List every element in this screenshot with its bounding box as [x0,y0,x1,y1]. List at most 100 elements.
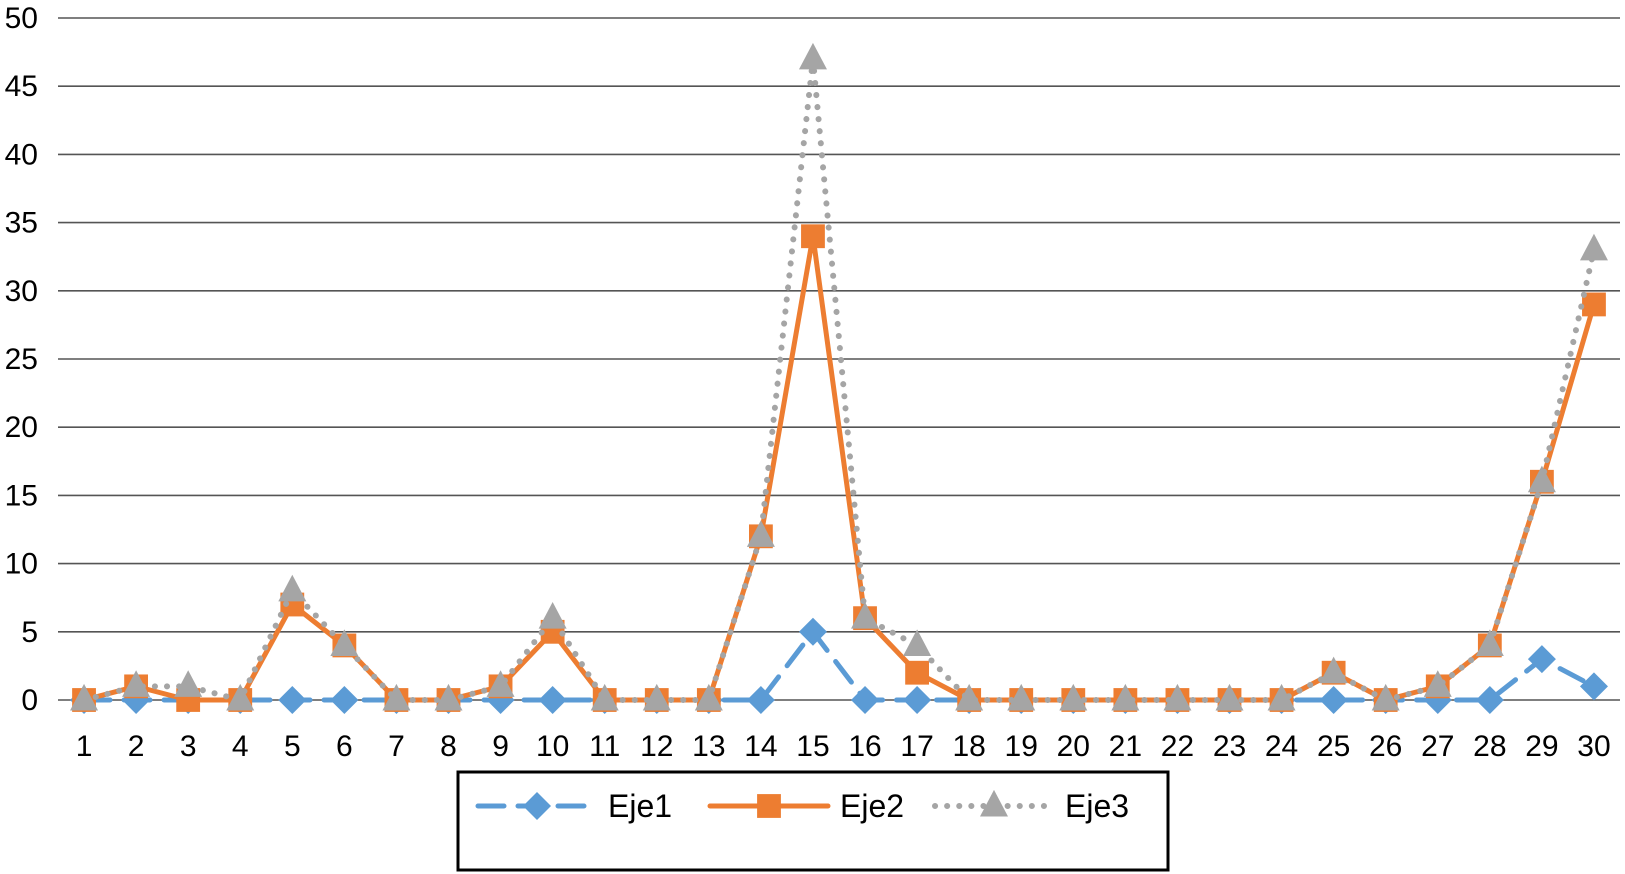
x-tick-label: 26 [1369,730,1402,763]
y-tick-label: 5 [21,616,38,649]
x-tick-label: 18 [952,730,985,763]
data-point [1215,683,1244,711]
legend-swatch-marker [980,789,1008,817]
data-point [174,670,203,697]
y-axis-ticks: 0 5 10 15 20 25 30 35 40 45 50 [5,2,38,717]
x-tick-label: 21 [1109,730,1142,763]
y-tick-label: 45 [5,70,38,103]
data-point [798,42,827,70]
x-tick-label: 15 [796,730,829,763]
x-tick-label: 5 [284,730,301,763]
x-tick-label: 17 [900,730,933,763]
legend-item-eje1: Eje1 [475,788,672,824]
x-tick-label: 24 [1265,730,1298,763]
x-tick-label: 29 [1525,730,1558,763]
data-point [1319,656,1348,684]
x-tick-label: 2 [128,730,145,763]
x-axis-ticks: 1 2 3 4 5 6 7 8 9 10 11 12 13 14 15 16 17 18 19 20 21 22 23 24 2… [76,730,1611,763]
data-point [486,670,515,697]
data-point [1527,645,1556,674]
x-tick-label: 16 [848,730,881,763]
data-point [226,683,255,711]
x-tick-label: 22 [1161,730,1194,763]
legend-label: Eje1 [608,788,672,824]
data-point [1579,233,1608,261]
x-tick-label: 28 [1473,730,1506,763]
data-point [70,683,99,711]
legend-item-eje3: Eje3 [932,788,1129,824]
x-tick-label: 25 [1317,730,1350,763]
data-point [1475,629,1504,656]
legend-label: Eje3 [1065,788,1129,824]
data-point [330,629,359,656]
data-point [642,683,671,711]
y-tick-label: 0 [21,684,38,717]
data-point [278,574,307,602]
data-point [1319,686,1348,714]
y-tick-label: 20 [5,411,38,444]
x-tick-label: 8 [440,730,457,763]
data-point [382,683,411,711]
x-tick-label: 11 [589,730,620,763]
x-tick-label: 27 [1421,730,1454,763]
data-point [434,683,463,711]
x-tick-label: 30 [1577,730,1610,763]
data-point [801,224,825,249]
legend: Eje1 Eje2 Eje3 [456,770,1170,872]
data-point [1371,683,1400,711]
y-tick-label: 10 [5,548,38,581]
x-tick-label: 13 [692,730,725,763]
x-tick-label: 10 [536,730,569,763]
data-point [590,683,619,711]
data-point [903,686,932,714]
data-point [1267,683,1296,711]
legend-label: Eje2 [840,788,904,824]
data-point [122,670,151,697]
y-tick-label: 25 [5,343,38,376]
data-point [955,683,984,711]
x-tick-label: 9 [492,730,509,763]
data-point [905,660,929,685]
data-point [1582,292,1606,317]
x-tick-label: 4 [232,730,249,763]
data-point [1579,672,1608,701]
data-point [1423,670,1452,697]
data-point [538,602,567,629]
legend-swatch-marker [757,794,781,818]
y-tick-label: 40 [5,138,38,171]
data-point [278,686,307,714]
data-point [1059,683,1088,711]
series-group [70,42,1608,714]
legend-box [456,770,1170,872]
x-tick-label: 19 [1005,730,1038,763]
legend-items: Eje1 Eje2 Eje3 [475,788,1129,824]
x-tick-label: 23 [1213,730,1246,763]
data-point [1475,686,1504,714]
data-point [1527,465,1556,493]
data-point [330,686,359,714]
data-point [746,520,775,547]
series-line [81,233,1597,703]
y-tick-label: 35 [5,207,38,240]
data-point [538,686,567,714]
x-tick-label: 14 [744,730,777,763]
data-point [1163,683,1192,711]
series-eje2 [72,224,1606,712]
y-tick-label: 30 [5,275,38,308]
series-eje3 [70,42,1608,711]
x-tick-label: 12 [640,730,673,763]
data-point [694,683,723,711]
data-point [746,686,775,714]
data-point [851,686,880,714]
data-point [1111,683,1140,711]
data-point [1007,683,1036,711]
x-tick-label: 1 [76,730,93,763]
legend-item-eje2: Eje2 [707,788,904,824]
y-tick-label: 15 [5,479,38,512]
x-tick-label: 20 [1057,730,1090,763]
data-point [851,602,880,629]
x-tick-label: 3 [180,730,197,763]
x-tick-label: 6 [336,730,353,763]
data-point [798,617,827,646]
